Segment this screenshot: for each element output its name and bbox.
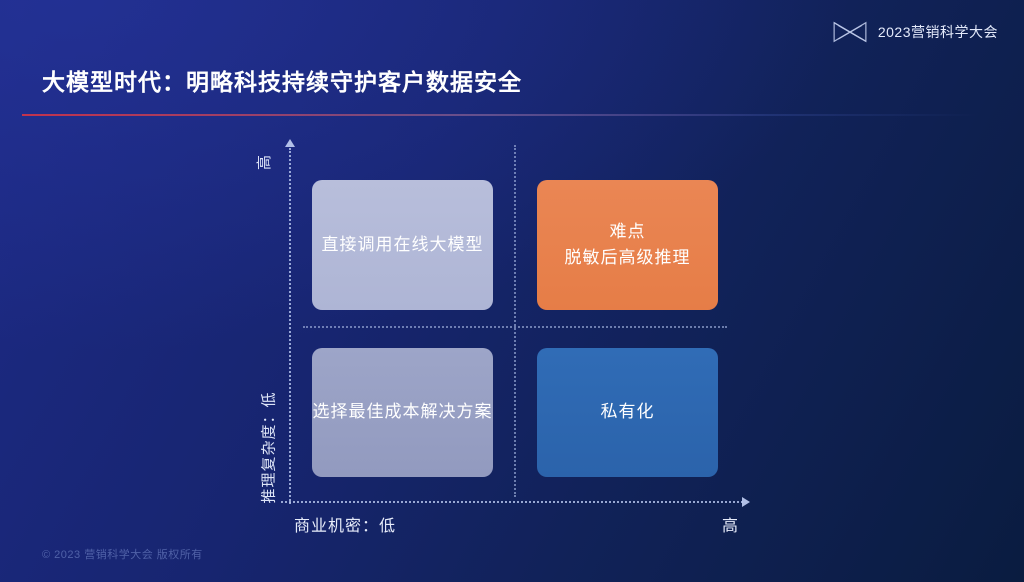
conference-brand-label: 2023营销科学大会: [877, 24, 998, 40]
copyright-notice: © 2023 营销科学大会 版权所有: [42, 549, 203, 561]
quadrant-top-left-label: 直接调用在线大模型: [321, 234, 484, 254]
quadrant-bottom-left: 选择最佳成本解决方案: [312, 348, 493, 477]
y-axis-title: 推理复杂度：低: [260, 391, 278, 504]
x-axis-line: [281, 501, 743, 503]
y-axis-line: [289, 148, 291, 504]
x-axis-arrow-icon: [742, 497, 750, 507]
conference-logo-icon: [831, 18, 869, 46]
x-axis-title: 商业机密：低: [294, 518, 397, 535]
quadrant-vertical-divider: [514, 145, 516, 497]
slide-title: 大模型时代：明略科技持续守护客户数据安全: [42, 69, 522, 95]
quadrant-top-right: 难点 脱敏后高级推理: [537, 180, 718, 310]
x-axis-high-label: 高: [722, 518, 739, 535]
quadrant-bottom-left-label: 选择最佳成本解决方案: [312, 402, 493, 422]
title-underline: [22, 114, 980, 116]
conference-brand: 2023营销科学大会: [831, 18, 998, 46]
y-axis-high-label: 高: [256, 154, 274, 171]
quadrant-bottom-right-label: 私有化: [600, 402, 655, 422]
quadrant-horizontal-divider: [303, 326, 727, 328]
y-axis-arrow-icon: [285, 139, 295, 147]
quadrant-bottom-right: 私有化: [537, 348, 718, 477]
quadrant-top-right-label-line1: 难点: [609, 221, 646, 241]
quadrant-top-right-label-line2: 脱敏后高级推理: [564, 248, 691, 267]
quadrant-top-left: 直接调用在线大模型: [312, 180, 493, 310]
